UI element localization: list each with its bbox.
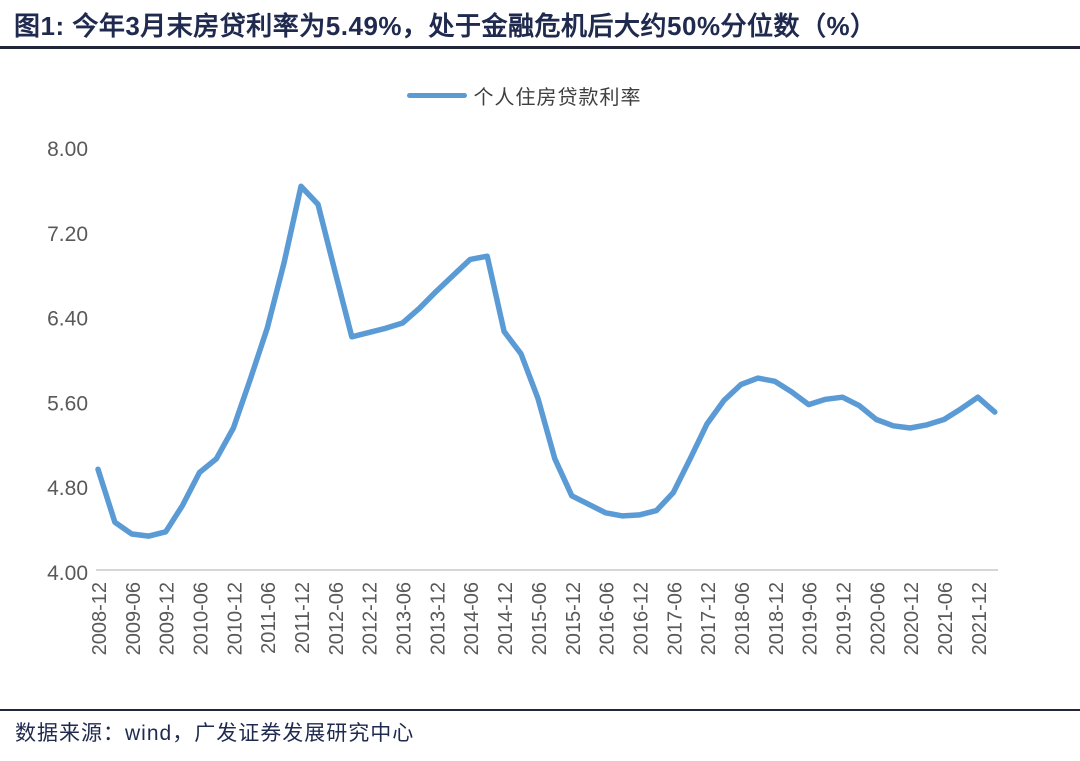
- x-axis-tick-label: 2010-12: [224, 582, 246, 655]
- series-line-mortgage-rate: [95, 183, 998, 539]
- x-axis-tick-label: 2014-12: [495, 582, 517, 655]
- x-axis-tick-label: 2019-06: [800, 582, 822, 655]
- x-axis-tick-label: 2018-12: [766, 582, 788, 655]
- x-axis-tick-label: 2021-12: [969, 582, 991, 655]
- x-axis-tick-label: 2009-12: [157, 582, 179, 655]
- x-axis-tick-label: 2008-12: [89, 582, 111, 655]
- x-axis-tick-label: 2017-12: [698, 582, 720, 655]
- x-axis-tick-label: 2012-06: [326, 582, 348, 655]
- legend-label: 个人住房贷款利率: [473, 87, 642, 109]
- x-axis-tick-label: 2016-06: [597, 582, 619, 655]
- x-axis-tick-label: 2015-06: [529, 582, 551, 655]
- x-axis-tick-label: 2015-12: [563, 582, 585, 655]
- title-rule: [0, 46, 1080, 49]
- legend: 个人住房贷款利率: [0, 81, 1048, 110]
- x-axis-tick-label: 2010-06: [191, 582, 213, 655]
- x-axis-tick-label: 2016-12: [630, 582, 652, 655]
- x-axis-tick-label: 2011-06: [258, 582, 280, 654]
- figure-title: 图1: 今年3月末房贷利率为5.49%，处于金融危机后大约50%分位数（%）: [14, 11, 877, 41]
- x-axis-tick-label: 2019-12: [833, 582, 855, 655]
- x-axis-tick-label: 2020-12: [901, 582, 923, 655]
- y-axis-tick-label: 6.40: [47, 308, 88, 331]
- legend-line-swatch: [406, 93, 467, 98]
- x-axis-tick-label: 2014-06: [461, 582, 483, 655]
- data-source: 数据来源：wind，广发证券发展研究中心: [15, 722, 415, 745]
- x-axis-tick-label: 2013-06: [394, 582, 416, 655]
- x-axis-tick-label: 2009-06: [123, 582, 145, 655]
- footer-rule: [0, 709, 1080, 711]
- y-axis-tick-label: 4.00: [47, 562, 88, 585]
- y-axis-tick-label: 4.80: [47, 477, 88, 500]
- y-axis-tick-label: 7.20: [47, 223, 88, 246]
- x-axis-tick-label: 2011-12: [292, 582, 314, 654]
- x-axis-tick-label: 2020-06: [867, 582, 889, 655]
- y-axis-tick-label: 5.60: [47, 392, 88, 415]
- x-axis-tick-label: 2017-06: [664, 582, 686, 655]
- x-axis-tick-label: 2018-06: [732, 582, 754, 655]
- x-axis-tick-label: 2021-06: [935, 582, 957, 655]
- y-axis-tick-label: 8.00: [47, 138, 88, 161]
- x-axis-tick-label: 2013-12: [427, 582, 449, 655]
- x-axis-tick-label: 2012-12: [360, 582, 382, 655]
